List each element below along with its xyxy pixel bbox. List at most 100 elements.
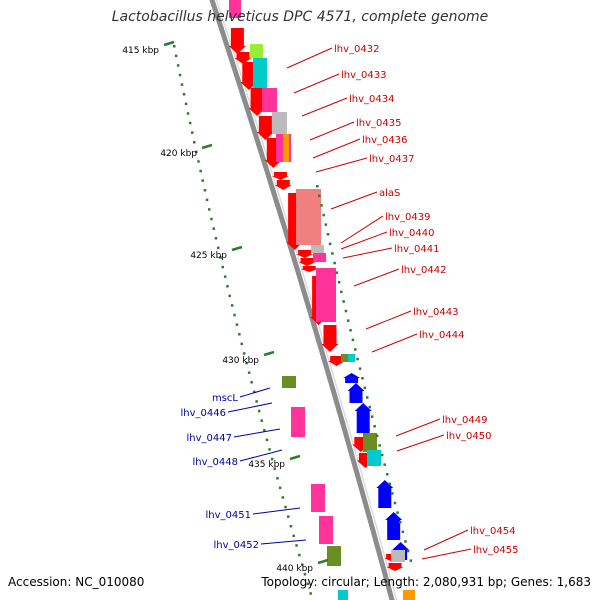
forward-gene-label: lhv_0432 xyxy=(334,44,379,55)
scale-dot xyxy=(396,511,399,514)
cog-block xyxy=(363,433,377,452)
reverse-gene-label: lhv_0447 xyxy=(187,433,232,444)
forward-gene-label: lhv_0444 xyxy=(419,330,464,341)
scale-dot xyxy=(399,521,402,524)
scale-dot xyxy=(228,294,231,298)
cog-block xyxy=(272,112,287,134)
reverse-gene-arrow xyxy=(347,383,365,403)
cog-block xyxy=(296,189,321,245)
reverse-gene-label: lhv_0448 xyxy=(193,457,238,468)
scale-dot xyxy=(212,227,215,230)
scale-dot xyxy=(260,419,263,422)
scale-dot xyxy=(245,361,248,365)
scale-tick-label: 435 kbp xyxy=(248,460,285,470)
reverse-gene-label: mscL xyxy=(212,393,238,404)
scale-tick-mark xyxy=(231,245,243,252)
scale-dot xyxy=(318,194,321,198)
scale-tick-label: 440 kbp xyxy=(276,564,313,574)
scale-dot xyxy=(281,496,285,499)
scale-dot xyxy=(351,338,355,342)
forward-gene-arrow xyxy=(296,250,314,258)
scale-dot xyxy=(217,246,220,250)
forward-gene-label: lhv_0454 xyxy=(470,526,515,537)
forward-gene-label: lhv_0437 xyxy=(369,154,414,165)
cog-block xyxy=(229,0,241,18)
scale-dot xyxy=(199,169,202,173)
scale-dot xyxy=(298,553,301,557)
backbone-edge xyxy=(215,0,398,600)
scale-dot xyxy=(342,300,345,303)
reverse-gene-leader xyxy=(260,539,307,545)
scale-dot xyxy=(263,429,266,432)
scale-dot xyxy=(328,242,332,246)
map-title: Lactobacillus helveticus DPC 4571, compl… xyxy=(111,9,489,25)
scale-dot xyxy=(278,486,282,490)
scale-dot xyxy=(233,313,236,317)
scale-dot xyxy=(292,534,295,538)
forward-gene-arrow xyxy=(274,180,292,190)
forward-gene-leader xyxy=(340,231,388,250)
scale-dot xyxy=(174,54,178,58)
scale-dot xyxy=(214,237,218,240)
forward-gene-leader xyxy=(421,548,472,560)
scale-dot xyxy=(250,381,253,384)
scale-dot xyxy=(349,329,352,332)
cog-block xyxy=(319,516,333,544)
forward-gene-arrow xyxy=(300,266,318,272)
tick-layer: 415 kbp 420 kbp 425 kbp 430 kbp 435 kbp 440 k… xyxy=(122,40,413,595)
cog-block xyxy=(348,354,355,362)
reverse-gene-arrow xyxy=(354,403,372,433)
scale-dot xyxy=(340,290,343,294)
scale-dot xyxy=(373,425,376,428)
genome-summary-text: Topology: circular; Length: 2,080,931 bp… xyxy=(261,575,591,589)
scale-dot xyxy=(404,540,407,543)
reverse-gene-arrow xyxy=(376,480,394,508)
scale-dot xyxy=(316,185,319,188)
scale-tick-mark xyxy=(263,350,275,357)
scale-dot xyxy=(203,189,207,192)
cog-block xyxy=(250,44,263,58)
forward-gene-leader xyxy=(396,434,445,452)
scale-dot xyxy=(370,415,374,418)
reverse-gene-arrow xyxy=(385,512,403,540)
forward-gene-arrow xyxy=(386,563,404,571)
scale-dot xyxy=(219,256,222,259)
reverse-gene-arrow xyxy=(343,373,361,383)
scale-tick-label: 415 kbp xyxy=(122,46,159,56)
scale-dot xyxy=(238,333,241,336)
reverse-gene-leader xyxy=(227,402,273,413)
scale-dot xyxy=(193,141,196,144)
scale-dot xyxy=(361,377,364,380)
forward-gene-arrow xyxy=(234,52,252,64)
reverse-gene-label: lhv_0451 xyxy=(206,510,251,521)
scale-tick-label: 420 kbp xyxy=(160,149,197,159)
forward-gene-leader xyxy=(315,157,368,173)
scale-dot xyxy=(383,463,386,466)
scale-dot xyxy=(344,309,348,313)
forward-gene-leader xyxy=(312,138,361,159)
scale-dot xyxy=(197,160,200,163)
forward-gene-label: lhv_0449 xyxy=(442,415,487,426)
scale-dot xyxy=(303,573,307,576)
forward-gene-leader xyxy=(371,333,418,353)
scale-dot xyxy=(176,64,180,67)
scale-dot xyxy=(223,275,227,278)
forward-gene-label: lhv_0450 xyxy=(446,431,491,442)
forward-gene-label: alaS xyxy=(379,188,400,199)
scale-dot xyxy=(235,323,239,326)
scale-dot xyxy=(221,265,224,269)
scale-dot xyxy=(184,102,188,106)
forward-gene-arrow xyxy=(298,258,316,266)
scale-tick-mark xyxy=(289,454,301,461)
scale-dot xyxy=(335,271,339,274)
scale-dot xyxy=(309,592,312,595)
forward-gene-label: lhv_0435 xyxy=(356,118,401,129)
scale-dot xyxy=(188,121,192,125)
reverse-gene-leader xyxy=(252,507,301,515)
accession-text: Accession: NC_010080 xyxy=(8,575,145,589)
scale-dot xyxy=(406,549,410,553)
forward-gene-label: lhv_0455 xyxy=(473,545,518,556)
scale-dot xyxy=(386,473,389,476)
cog-block xyxy=(311,484,325,512)
